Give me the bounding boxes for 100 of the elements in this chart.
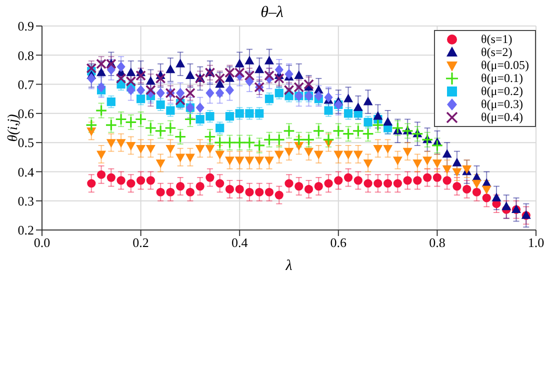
point — [264, 188, 274, 196]
y-tick-label: 0.7 — [18, 76, 34, 92]
y-tick-label: 0.9 — [18, 18, 34, 34]
point — [105, 119, 118, 132]
point — [422, 156, 432, 166]
point — [225, 84, 234, 96]
point — [234, 156, 244, 166]
point — [156, 100, 165, 109]
point — [224, 136, 236, 149]
point — [244, 56, 254, 64]
point — [166, 64, 176, 74]
point — [274, 150, 284, 160]
point — [362, 128, 374, 140]
point — [344, 173, 353, 182]
point — [353, 150, 363, 160]
point — [196, 114, 204, 124]
point — [363, 96, 373, 106]
point — [224, 156, 234, 166]
point — [411, 128, 424, 140]
legend-label: θ(s=2) — [481, 45, 512, 60]
point — [294, 182, 304, 191]
y-tick-label: 0.4 — [18, 164, 34, 180]
y-tick-label: 0.3 — [18, 193, 34, 208]
point — [87, 179, 96, 188]
y-tick-label: 0.2 — [18, 222, 34, 238]
legend-label: θ(μ=0.3) — [481, 97, 523, 112]
x-tick-label: 0.6 — [330, 235, 348, 250]
point — [136, 144, 146, 154]
point — [176, 182, 185, 191]
point — [206, 112, 214, 121]
point — [185, 70, 195, 79]
point — [255, 109, 264, 118]
point — [225, 112, 234, 121]
point — [314, 150, 324, 160]
point — [195, 144, 205, 154]
point — [116, 176, 126, 185]
point — [234, 136, 246, 149]
point — [304, 184, 314, 194]
x-tick-label: 0.8 — [429, 235, 446, 250]
point — [363, 160, 373, 168]
point — [216, 124, 224, 132]
point — [245, 188, 254, 196]
point — [324, 92, 333, 103]
point — [126, 67, 136, 76]
point — [176, 58, 186, 68]
point — [264, 56, 274, 64]
point — [403, 176, 412, 185]
x-tick-label: 0.0 — [34, 235, 50, 250]
point — [314, 90, 323, 102]
y-tick-label: 0.8 — [18, 48, 34, 63]
point — [186, 188, 194, 196]
point — [344, 150, 354, 160]
chart-title: θ–λ — [260, 4, 284, 21]
legend-label: θ(μ=0.1) — [481, 71, 523, 86]
legend-label: θ(μ=0.05) — [481, 58, 529, 73]
point — [136, 176, 146, 185]
legend-label: θ(μ=0.4) — [481, 110, 523, 125]
point — [185, 154, 195, 162]
point — [245, 109, 254, 118]
point — [206, 173, 214, 182]
point — [244, 136, 256, 149]
point — [284, 179, 294, 188]
point — [374, 179, 382, 188]
point — [392, 122, 404, 134]
point — [184, 113, 196, 126]
point — [95, 104, 108, 116]
point — [175, 95, 186, 106]
point — [225, 184, 234, 194]
point — [364, 179, 372, 188]
point — [106, 139, 116, 148]
point — [402, 148, 412, 156]
point — [166, 106, 175, 115]
point — [352, 124, 364, 137]
point — [106, 173, 116, 182]
point — [106, 97, 116, 106]
point — [324, 179, 333, 188]
point — [273, 134, 286, 146]
point — [146, 144, 156, 154]
point — [264, 156, 274, 166]
point — [253, 140, 266, 152]
point — [344, 109, 353, 118]
point — [393, 179, 402, 188]
point — [383, 144, 393, 154]
point — [156, 188, 165, 196]
legend-label: θ(s=1) — [481, 32, 512, 47]
point — [235, 109, 244, 118]
point — [196, 182, 204, 191]
point — [423, 173, 432, 182]
point — [116, 139, 126, 148]
point — [154, 124, 167, 137]
point — [334, 176, 343, 185]
point — [442, 149, 452, 158]
point — [412, 160, 422, 168]
point — [344, 94, 354, 102]
point — [164, 122, 176, 134]
point — [235, 184, 244, 194]
point — [284, 68, 294, 80]
point — [126, 179, 136, 188]
point — [264, 94, 274, 104]
x-tick-label: 1.0 — [528, 235, 544, 250]
